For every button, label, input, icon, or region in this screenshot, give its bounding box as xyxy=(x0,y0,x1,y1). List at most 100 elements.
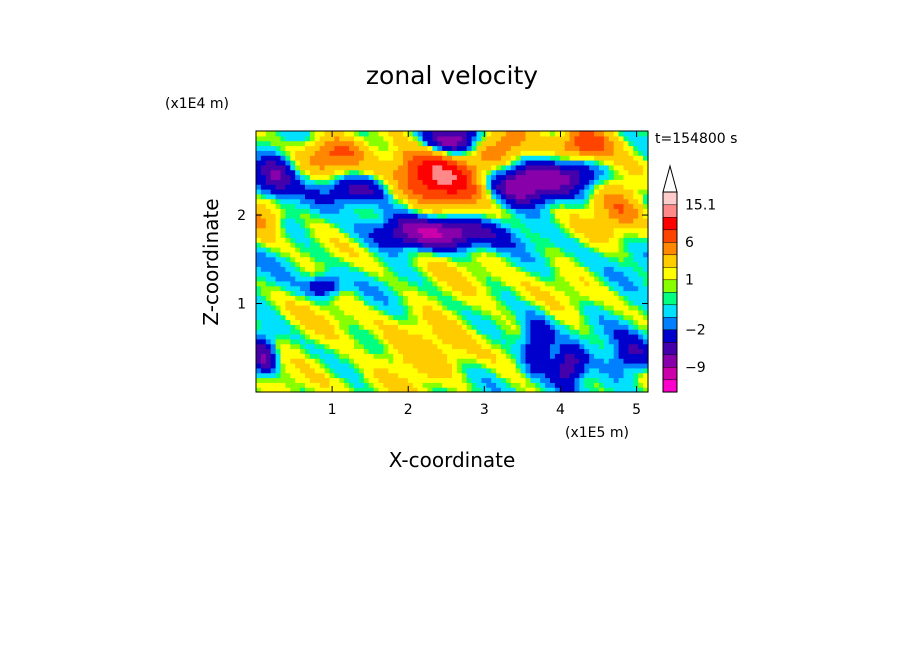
heatmap-cell xyxy=(349,174,355,180)
heatmap-cell xyxy=(584,232,590,238)
heatmap-cell xyxy=(442,242,448,248)
x-multiplier-label: (x1E5 m) xyxy=(565,425,629,441)
heatmap-cell xyxy=(515,367,522,374)
heatmap-cell xyxy=(354,160,360,166)
heatmap-cell xyxy=(589,184,595,190)
heatmap-cell xyxy=(442,280,448,287)
heatmap-cell xyxy=(324,227,331,234)
heatmap-cell xyxy=(520,150,527,156)
heatmap-cell xyxy=(505,145,512,151)
heatmap-cell xyxy=(363,164,370,171)
heatmap-cell xyxy=(417,218,424,224)
heatmap-cell xyxy=(334,203,340,209)
heatmap-cell xyxy=(300,251,306,258)
heatmap-cell xyxy=(535,329,541,335)
heatmap-cell xyxy=(466,334,473,340)
heatmap-cell xyxy=(383,164,389,171)
heatmap-cell xyxy=(260,382,267,388)
heatmap-cell xyxy=(505,358,512,364)
heatmap-cell xyxy=(403,382,409,388)
heatmap-cell xyxy=(618,290,625,296)
heatmap-cell xyxy=(334,334,340,340)
heatmap-cell xyxy=(398,251,404,258)
heatmap-cell xyxy=(393,290,399,296)
heatmap-cell xyxy=(354,150,360,156)
heatmap-cell xyxy=(461,218,468,224)
heatmap-cell xyxy=(584,338,590,345)
heatmap-cell xyxy=(324,382,331,388)
heatmap-cell xyxy=(496,150,502,156)
heatmap-cell xyxy=(407,343,414,350)
heatmap-cell xyxy=(344,276,350,282)
heatmap-cell xyxy=(510,232,517,238)
heatmap-cell xyxy=(378,179,384,185)
heatmap-cell xyxy=(309,271,316,277)
heatmap-cell xyxy=(545,251,551,258)
heatmap-cell xyxy=(260,145,267,151)
heatmap-cell xyxy=(378,213,384,219)
heatmap-cell xyxy=(481,184,487,190)
heatmap-cell xyxy=(417,164,424,171)
heatmap-cell xyxy=(265,305,272,311)
heatmap-cell xyxy=(295,227,301,234)
heatmap-cell xyxy=(373,300,380,306)
heatmap-cell xyxy=(378,329,384,335)
heatmap-cell xyxy=(608,295,615,301)
heatmap-cell xyxy=(265,242,272,248)
heatmap-cell xyxy=(388,232,394,238)
heatmap-cell xyxy=(461,314,468,321)
heatmap-cell xyxy=(319,131,326,137)
heatmap-cell xyxy=(466,382,473,388)
heatmap-cell xyxy=(368,334,375,340)
heatmap-cell xyxy=(486,208,492,214)
heatmap-cell xyxy=(594,300,600,306)
heatmap-cell xyxy=(412,319,419,325)
heatmap-cell xyxy=(599,367,605,374)
heatmap-cell xyxy=(584,377,590,383)
heatmap-cell xyxy=(260,343,267,350)
heatmap-cell xyxy=(569,285,576,292)
heatmap-cell xyxy=(564,227,571,234)
heatmap-cell xyxy=(280,227,286,234)
heatmap-cell xyxy=(545,295,551,301)
heatmap-cell xyxy=(545,189,551,195)
heatmap-cell xyxy=(334,280,340,287)
heatmap-cell xyxy=(275,213,282,219)
heatmap-cell xyxy=(535,222,541,229)
heatmap-cell xyxy=(314,324,321,330)
heatmap-cell xyxy=(334,150,340,156)
heatmap-cell xyxy=(393,218,399,224)
heatmap-cell xyxy=(554,174,561,180)
heatmap-cell xyxy=(633,387,639,393)
heatmap-cell xyxy=(608,247,615,253)
heatmap-cell xyxy=(270,372,277,379)
heatmap-cell xyxy=(309,348,316,354)
heatmap-cell xyxy=(300,324,306,330)
heatmap-cell xyxy=(515,353,522,359)
heatmap-cell xyxy=(378,135,384,142)
heatmap-cell xyxy=(554,164,561,171)
heatmap-cell xyxy=(491,280,497,287)
heatmap-cell xyxy=(540,300,546,306)
heatmap-cell xyxy=(295,382,301,388)
heatmap-cell xyxy=(319,290,326,296)
heatmap-cell xyxy=(437,155,443,161)
heatmap-cell xyxy=(329,261,335,267)
heatmap-cell xyxy=(613,276,620,282)
heatmap-cell xyxy=(461,334,468,340)
heatmap-cell xyxy=(491,300,497,306)
heatmap-cell xyxy=(349,266,355,272)
heatmap-cell xyxy=(564,300,571,306)
heatmap-cell xyxy=(510,266,517,272)
heatmap-cell xyxy=(373,189,380,195)
heatmap-cell xyxy=(501,131,507,137)
heatmap-cell xyxy=(447,305,453,311)
heatmap-cell xyxy=(603,276,610,282)
heatmap-cell xyxy=(603,218,610,224)
heatmap-cell xyxy=(373,377,380,383)
heatmap-cell xyxy=(476,193,482,200)
heatmap-cell xyxy=(412,256,419,263)
heatmap-cell xyxy=(354,237,360,243)
heatmap-cell xyxy=(388,266,394,272)
heatmap-cell xyxy=(530,329,536,335)
